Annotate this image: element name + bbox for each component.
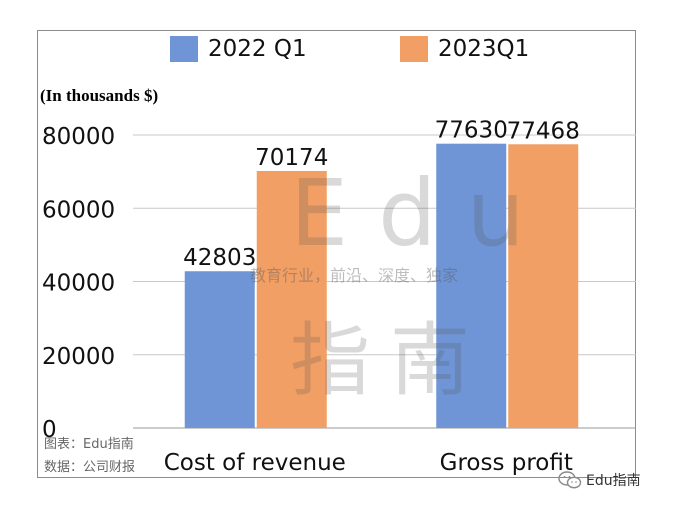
y-tick-label-40000: 40000	[42, 271, 115, 297]
data-label-2023q1-gross-profit: 77468	[507, 118, 580, 144]
chart-frame	[37, 30, 636, 478]
unit-label: (In thousands $)	[40, 86, 159, 105]
chart-source-note: 图表：Edu指南	[44, 437, 134, 452]
y-tick-label-60000: 60000	[42, 197, 115, 223]
legend-item-2022: 2022 Q1	[170, 36, 307, 62]
wechat-watermark: Edu指南	[558, 470, 641, 490]
wechat-label: Edu指南	[586, 473, 641, 489]
bar-2023q1-gross-profit	[508, 144, 579, 429]
y-tick-label-0: 0	[42, 417, 57, 443]
x-category-label-gross-profit: Gross profit	[440, 450, 573, 476]
bar-2023q1-cost-of-revenue	[256, 170, 327, 428]
bar-2022q1-cost-of-revenue	[184, 271, 255, 428]
wechat-icon	[558, 471, 582, 489]
data-label-2022q1-gross-profit: 77630	[435, 118, 508, 144]
y-tick-label-20000: 20000	[42, 344, 115, 370]
data-label-2022q1-cost-of-revenue: 42803	[183, 245, 256, 271]
data-source-note: 数据：公司财报	[44, 460, 136, 475]
data-label-2023q1-cost-of-revenue: 70174	[255, 145, 328, 171]
x-category-label-cost-of-revenue: Cost of revenue	[164, 450, 346, 476]
bar-2022q1-gross-profit	[436, 143, 507, 429]
legend-swatch-2022	[170, 36, 198, 62]
legend-label-2023: 2023Q1	[438, 36, 530, 62]
legend-swatch-2023	[400, 36, 428, 62]
y-tick-label-80000: 80000	[42, 124, 115, 150]
legend-label-2022: 2022 Q1	[208, 36, 307, 62]
legend-item-2023: 2023Q1	[400, 36, 529, 62]
